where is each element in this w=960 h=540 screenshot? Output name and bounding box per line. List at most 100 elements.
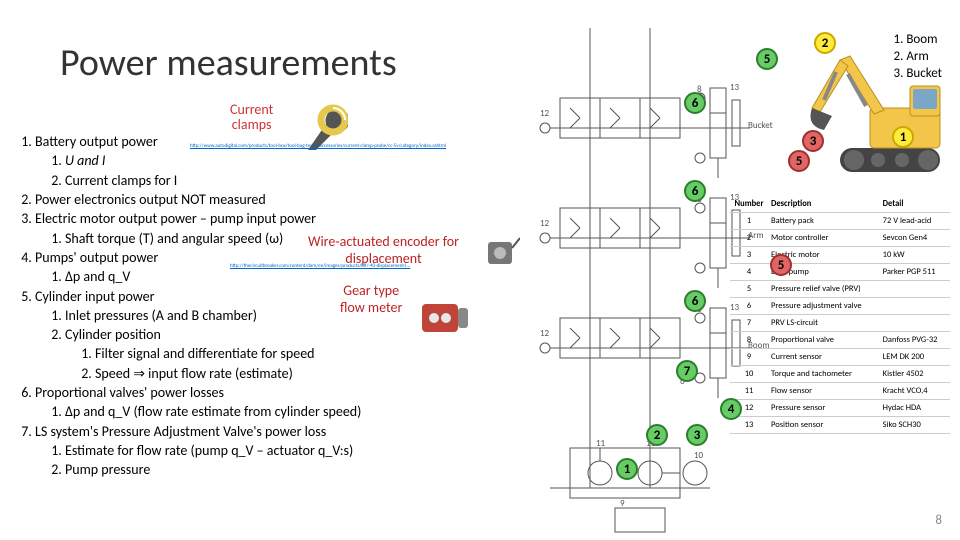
li-7-t: LS system's Pressure Adjustment Valve's …	[35, 423, 326, 440]
cell-desc: Flow sensor	[768, 383, 880, 400]
cell-detail: Kistler 4502	[880, 366, 950, 383]
slide-number: 8	[935, 513, 942, 528]
li-4: Pumps' output power Δp and q_V	[35, 248, 570, 287]
li-1-2: Current clamps for I	[65, 171, 570, 190]
table-row: 8Proportional valveDanfoss PVG-32	[730, 332, 950, 349]
cell-desc: Position sensor	[768, 417, 880, 434]
cell-number: 10	[730, 366, 768, 383]
cell-detail: Hydac HDA	[880, 400, 950, 417]
schematic-marker-3: 3	[686, 424, 708, 446]
table-header-row: Number Description Detail	[730, 196, 950, 213]
schematic-marker-1: 1	[616, 458, 638, 480]
svg-text:11: 11	[596, 438, 606, 449]
exc-part-3: Bucket	[906, 66, 942, 83]
excavator-marker-2: 2	[814, 32, 836, 54]
cell-desc: Pressure sensor	[768, 400, 880, 417]
li-1: Battery output power U and I Current cla…	[35, 132, 570, 190]
svg-text:12: 12	[540, 108, 550, 119]
cell-detail: 10 kW	[880, 247, 950, 264]
li-4-t: Pumps' output power	[35, 249, 158, 266]
svg-text:10: 10	[694, 450, 704, 461]
cell-number: 3	[730, 247, 768, 264]
table-row: 12Pressure sensorHydac HDA	[730, 400, 950, 417]
cell-desc: Pressure relief valve (PRV)	[768, 281, 880, 298]
measurement-list: Battery output power U and I Current cla…	[10, 132, 570, 480]
li-1-1: U and I	[65, 151, 570, 170]
schematic-marker-4: 4	[720, 398, 742, 420]
li-7-1: Estimate for flow rate (pump q_V – actua…	[65, 441, 570, 460]
cell-number: 8	[730, 332, 768, 349]
cell-detail: Parker PGP 511	[880, 264, 950, 281]
li-7-1-t: Estimate for flow rate (pump q_V – actua…	[65, 442, 353, 459]
li-3: Electric motor output power – pump input…	[35, 209, 570, 248]
table-row: 1Battery pack72 V lead-acid	[730, 213, 950, 230]
li-7: LS system's Pressure Adjustment Valve's …	[35, 422, 570, 480]
cell-detail: 72 V lead-acid	[880, 213, 950, 230]
schematic-marker-2: 2	[646, 424, 668, 446]
schematic-marker-6a: 6	[684, 92, 706, 114]
svg-text:12: 12	[540, 328, 550, 339]
schematic-marker-7: 7	[676, 360, 698, 382]
slide-title: Power measurements	[60, 40, 397, 86]
current-clamps-label: Current clamps	[230, 102, 273, 133]
cell-detail: Sevcon Gen4	[880, 230, 950, 247]
table-row: 9Current sensorLEM DK 200	[730, 349, 950, 366]
li-5-2-2-t: Speed ⇒ input flow rate (estimate)	[95, 365, 293, 382]
schematic-marker-5: 5	[756, 48, 778, 70]
li-5-t: Cylinder input power	[35, 288, 155, 305]
cell-detail	[880, 315, 950, 332]
exc-part-1: Boom	[906, 32, 942, 49]
svg-text:12: 12	[540, 218, 550, 229]
th-desc: Description	[768, 196, 880, 213]
svg-text:13: 13	[730, 82, 740, 93]
li-5: Cylinder input power Inlet pressures (A …	[35, 287, 570, 384]
excavator-part-list: Boom Arm Bucket	[886, 32, 942, 83]
cell-number: 6	[730, 298, 768, 315]
cell-detail	[880, 298, 950, 315]
svg-text:9: 9	[620, 498, 625, 509]
table-row: 13Position sensorSiko SCH30	[730, 417, 950, 434]
li-3-1: Shaft torque (T) and angular speed (ω)	[65, 229, 570, 248]
cell-desc: Proportional valve	[768, 332, 880, 349]
parts-table-area: Number Description Detail 1Battery pack7…	[730, 196, 950, 434]
li-1-2-t: Current clamps for I	[65, 172, 177, 189]
cell-number: 7	[730, 315, 768, 332]
li-6-1: Δp and q_V (flow rate estimate from cyli…	[65, 402, 570, 421]
li-3-t: Electric motor output power – pump input…	[35, 210, 316, 227]
cell-desc: Motor controller	[768, 230, 880, 247]
li-1-t: Battery output power	[35, 133, 158, 150]
li-5-2-1-t: Filter signal and differentiate for spee…	[95, 345, 315, 362]
li-3-1-t: Shaft torque (T) and angular speed (ω)	[65, 230, 283, 247]
cell-number: 9	[730, 349, 768, 366]
table-row: 4Dual pumpParker PGP 511	[730, 264, 950, 281]
table-row: 11Flow sensorKracht VCO,4	[730, 383, 950, 400]
excavator-marker-3: 3	[802, 130, 824, 152]
th-detail: Detail	[880, 196, 950, 213]
table-row: 10Torque and tachometerKistler 4502	[730, 366, 950, 383]
li-5-1: Inlet pressures (A and B chamber)	[65, 306, 570, 325]
table-row: 7PRV LS-circuit	[730, 315, 950, 332]
excavator-marker-1: 1	[892, 126, 914, 148]
exc-part-2: Arm	[906, 49, 942, 66]
li-5-2-t: Cylinder position	[65, 326, 161, 343]
table-row: 2Motor controllerSevcon Gen4	[730, 230, 950, 247]
cell-number: 11	[730, 383, 768, 400]
excavator-marker-5a: 5	[788, 150, 810, 172]
li-2: Power electronics output NOT measured	[35, 190, 570, 209]
cell-desc: Current sensor	[768, 349, 880, 366]
cell-detail: LEM DK 200	[880, 349, 950, 366]
schematic-bucket-label: Bucket	[748, 120, 773, 131]
parts-table: Number Description Detail 1Battery pack7…	[730, 196, 950, 434]
schematic-marker-6b: 6	[684, 180, 706, 202]
schematic-marker-6c: 6	[684, 290, 706, 312]
cell-detail	[880, 281, 950, 298]
cell-number: 1	[730, 213, 768, 230]
th-number: Number	[730, 196, 768, 213]
li-2-t: Power electronics output NOT measured	[35, 191, 266, 208]
cell-number: 4	[730, 264, 768, 281]
li-1-1-t: U and I	[65, 152, 105, 169]
cell-desc: Battery pack	[768, 213, 880, 230]
li-6-t: Proportional valves' power losses	[35, 384, 224, 401]
li-6: Proportional valves' power losses Δp and…	[35, 383, 570, 422]
cell-desc: PRV LS-circuit	[768, 315, 880, 332]
